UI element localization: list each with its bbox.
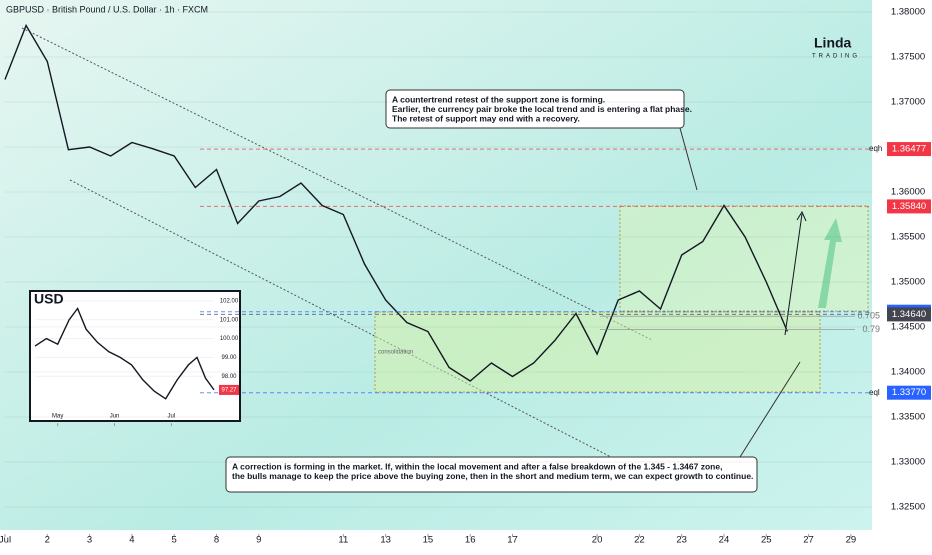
fib-label: 0.705: [857, 311, 880, 321]
y-tick-label: 1.33000: [891, 457, 925, 468]
price-axis-panel: [872, 0, 932, 550]
level-tag: [887, 199, 931, 214]
y-tick-label: 1.33500: [891, 412, 925, 423]
buy-zone: [374, 311, 821, 393]
last-price-tag: [219, 384, 239, 395]
annotation-line: the bulls manage to keep the price above…: [232, 471, 753, 481]
x-tick-label: 29: [846, 535, 857, 546]
annotation-line: Earlier, the currency pair broke the loc…: [392, 104, 692, 114]
fib-label: 0.79: [862, 324, 880, 334]
level-tag: [887, 307, 931, 322]
callout: [225, 456, 758, 493]
x-tick-label: 20: [592, 535, 603, 546]
x-tick-label: 5: [172, 535, 177, 546]
y-tick-label: 1.37500: [891, 52, 925, 63]
channel-line: [69, 179, 653, 479]
level-name: eqh: [869, 144, 882, 153]
x-tick-label: 24: [719, 535, 730, 546]
x-tick-label: 23: [676, 535, 687, 546]
annotation-line: A correction is forming in the market. I…: [232, 461, 722, 471]
inset-title: USD: [34, 291, 64, 307]
x-tick-label: 15: [423, 535, 434, 546]
plot-background: [0, 0, 872, 530]
x-tick-label: 2: [45, 535, 50, 546]
x-tick-label: 13: [380, 535, 391, 546]
level-name: eql: [869, 388, 880, 397]
level-label: 1.36477: [892, 144, 926, 155]
x-tick-label: Jul: [0, 535, 11, 546]
y-tick-label: 1.34000: [891, 367, 925, 378]
annotation-line: A countertrend retest of the support zon…: [392, 94, 605, 104]
x-tick-label: 17: [507, 535, 518, 546]
x-tick-label: 3: [87, 535, 92, 546]
callout: [385, 89, 685, 129]
x-tick-label: May: [52, 414, 63, 420]
x-tick-label: 25: [761, 535, 772, 546]
inset-frame: [29, 290, 241, 422]
brand-sub: TRADING: [812, 54, 860, 60]
level-label: 1.33770: [892, 387, 926, 398]
y-tick-label: 1.38000: [891, 7, 925, 18]
y-tick-label: 102.00: [220, 299, 239, 305]
zone-label: consolidation: [378, 350, 413, 356]
y-tick-label: 1.37000: [891, 97, 925, 108]
brand: Linda: [814, 35, 852, 51]
callout-pointer: [679, 127, 698, 191]
y-tick-label: 99.00: [221, 355, 237, 361]
y-tick-label: 1.35000: [891, 277, 925, 288]
y-tick-label: 1.34500: [891, 322, 925, 333]
x-tick-label: 8: [214, 535, 219, 546]
x-tick-label: 22: [634, 535, 645, 546]
y-tick-label: 1.36000: [891, 187, 925, 198]
y-tick-label: 1.35500: [891, 232, 925, 243]
y-tick-label: 100.00: [220, 336, 239, 342]
level-tag: [887, 385, 931, 400]
data-layer: 1.380001.375001.370001.365001.360001.355…: [0, 7, 931, 546]
level-tag: [887, 142, 931, 157]
callout-pointer: [739, 361, 801, 458]
level-label: 1.34640: [892, 309, 926, 320]
y-tick-label: 98.00: [221, 374, 237, 380]
growth-arrow: [818, 218, 842, 308]
price-line: [34, 307, 215, 400]
x-tick-label: 27: [803, 535, 814, 546]
x-tick-label: Jul: [168, 414, 176, 420]
time-axis-panel: [0, 530, 872, 550]
y-tick-label: 101.00: [220, 317, 239, 323]
y-tick-label: 1.32500: [891, 502, 925, 513]
x-tick-label: 9: [256, 535, 261, 546]
x-tick-label: 4: [129, 535, 134, 546]
chart-title: GBPUSD · British Pound / U.S. Dollar · 1…: [6, 4, 208, 14]
arrow-head: [796, 210, 807, 222]
channel-line: [21, 27, 653, 341]
x-tick-label: 16: [465, 535, 476, 546]
x-tick-label: Jun: [110, 414, 120, 420]
level-label: 1.35840: [892, 201, 926, 212]
projection-arrow: [784, 213, 803, 336]
last-price: 97.27: [221, 388, 237, 394]
x-tick-label: 11: [338, 535, 348, 546]
annotation-line: The retest of support may end with a rec…: [392, 113, 580, 123]
